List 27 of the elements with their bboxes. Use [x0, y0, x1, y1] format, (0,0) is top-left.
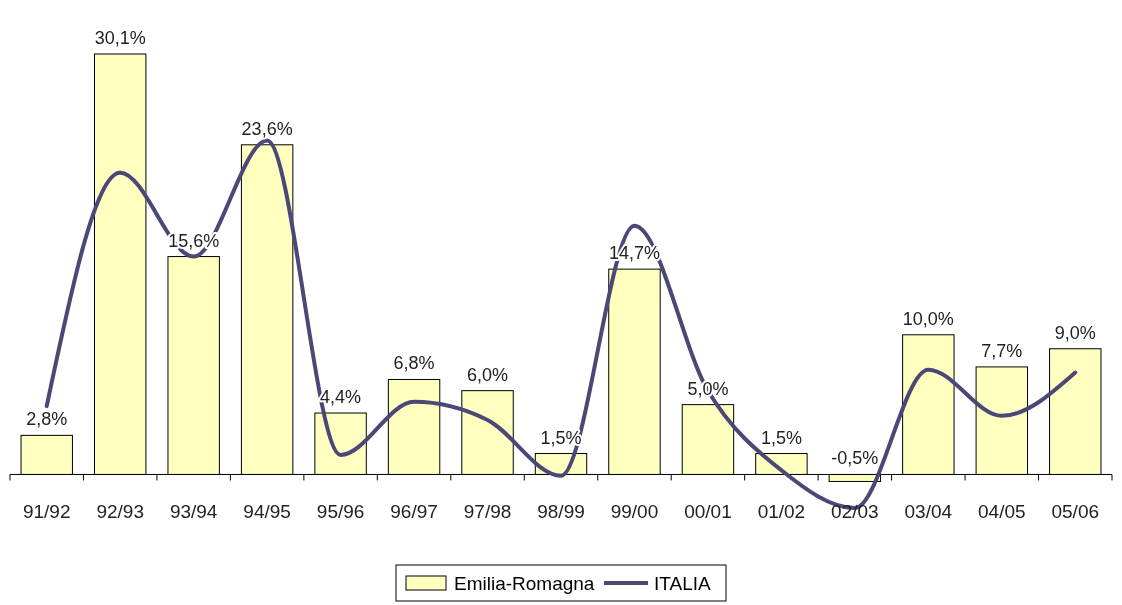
legend-label: Emilia-Romagna	[454, 573, 595, 594]
x-tick-label: 99/00	[610, 501, 659, 522]
x-tick-label: 92/93	[96, 501, 144, 522]
data-label: 1,5%	[760, 427, 802, 448]
x-tick-label: 97/98	[463, 501, 512, 522]
x-tick-label: 95/96	[316, 501, 365, 522]
data-label: 2,8%	[26, 409, 68, 430]
x-tick-label: 01/02	[757, 501, 806, 522]
legend-label: ITALIA	[654, 573, 711, 594]
x-tick-label: 98/99	[537, 501, 585, 522]
data-label: 6,8%	[393, 353, 435, 374]
x-tick-label: 91/92	[22, 501, 71, 522]
data-label: 10,0%	[902, 308, 954, 329]
x-tick-label: 03/04	[904, 501, 953, 522]
x-tick-label: 94/95	[243, 501, 291, 522]
x-tick-label: 05/06	[1051, 501, 1100, 522]
data-label: 9,0%	[1054, 322, 1096, 343]
data-label: 30,1%	[94, 28, 146, 48]
data-label: 23,6%	[241, 118, 293, 139]
x-tick-label: 93/94	[169, 501, 218, 522]
data-label: 7,7%	[981, 340, 1023, 361]
data-label: -0,5%	[831, 448, 879, 469]
data-label: 6,0%	[467, 364, 509, 385]
x-tick-label: 00/01	[684, 501, 732, 522]
x-tick-label: 96/97	[390, 501, 438, 522]
x-tick-label: 02/03	[831, 501, 879, 522]
x-tick-label: 04/05	[978, 501, 1026, 522]
